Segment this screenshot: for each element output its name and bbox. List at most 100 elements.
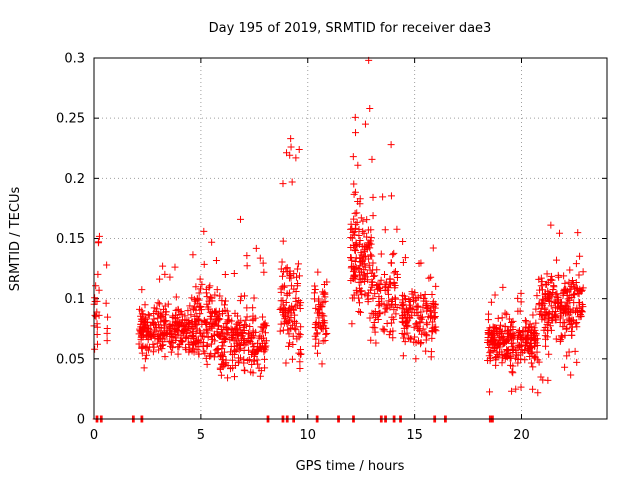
data-point xyxy=(350,215,358,223)
data-point xyxy=(517,383,525,391)
data-point xyxy=(158,345,166,353)
data-point xyxy=(415,260,423,268)
data-point xyxy=(349,153,357,161)
data-point xyxy=(246,323,254,331)
data-point xyxy=(204,333,212,341)
data-point xyxy=(498,314,506,322)
data-point xyxy=(276,327,284,335)
data-point xyxy=(223,330,231,338)
x-tick-label: 20 xyxy=(513,428,530,443)
data-point xyxy=(398,329,406,337)
data-point xyxy=(550,283,558,291)
data-point xyxy=(417,308,425,316)
data-point xyxy=(161,270,169,278)
data-point xyxy=(548,292,556,300)
data-point xyxy=(389,327,397,335)
data-point xyxy=(171,311,179,319)
data-point xyxy=(351,209,359,217)
data-point xyxy=(287,135,295,143)
y-tick-label: 0.25 xyxy=(56,112,85,127)
data-point xyxy=(242,316,250,324)
data-point xyxy=(288,178,296,186)
data-point xyxy=(556,229,564,237)
data-point xyxy=(278,258,286,266)
data-point xyxy=(319,319,327,327)
data-point xyxy=(566,321,574,329)
data-point xyxy=(197,285,205,293)
data-point xyxy=(568,276,576,284)
data-point xyxy=(138,349,146,357)
data-point xyxy=(184,307,192,315)
data-point xyxy=(219,352,227,360)
data-point xyxy=(311,342,319,350)
data-point xyxy=(183,329,191,337)
data-point xyxy=(150,315,158,323)
y-tick-label: 0.05 xyxy=(56,352,85,367)
data-point xyxy=(189,251,197,259)
data-point xyxy=(573,286,581,294)
data-point xyxy=(399,258,407,266)
data-point xyxy=(261,329,269,337)
data-point xyxy=(166,329,174,337)
data-point xyxy=(404,307,412,315)
data-point xyxy=(507,352,515,360)
data-point xyxy=(248,361,256,369)
data-point xyxy=(430,313,438,321)
data-point xyxy=(537,373,545,381)
data-point xyxy=(291,311,299,319)
data-point xyxy=(260,346,268,354)
data-point xyxy=(204,303,212,311)
data-point xyxy=(371,290,379,298)
data-point xyxy=(243,313,251,321)
data-point xyxy=(429,244,437,252)
data-point xyxy=(501,309,509,317)
data-point xyxy=(95,238,103,246)
data-point xyxy=(559,319,567,327)
data-point xyxy=(242,322,250,330)
data-point xyxy=(212,346,220,354)
data-point xyxy=(204,327,212,335)
data-point xyxy=(373,266,381,274)
data-point xyxy=(548,276,556,284)
data-point xyxy=(571,347,579,355)
data-point xyxy=(348,256,356,264)
data-point xyxy=(103,261,111,269)
data-point xyxy=(236,297,244,305)
data-point xyxy=(351,113,359,121)
data-point xyxy=(161,318,169,326)
data-point xyxy=(237,317,245,325)
data-point xyxy=(192,283,200,291)
data-point xyxy=(159,262,167,270)
data-point xyxy=(508,387,516,395)
data-point xyxy=(224,326,232,334)
data-point xyxy=(240,366,248,374)
data-point xyxy=(411,333,419,341)
data-point xyxy=(504,346,512,354)
data-point xyxy=(95,286,103,294)
data-point xyxy=(392,310,400,318)
data-point xyxy=(156,300,164,308)
data-point xyxy=(240,327,248,335)
data-point xyxy=(380,326,388,334)
data-point xyxy=(141,314,149,322)
data-point xyxy=(287,274,295,282)
data-point xyxy=(93,330,101,338)
data-point xyxy=(504,330,512,338)
x-axis-label: GPS time / hours xyxy=(296,459,405,474)
data-point xyxy=(367,286,375,294)
data-point xyxy=(94,270,102,278)
data-point xyxy=(231,309,239,317)
data-point xyxy=(485,344,493,352)
data-point xyxy=(567,317,575,325)
data-point xyxy=(390,315,398,323)
data-point xyxy=(393,225,401,233)
data-point xyxy=(417,339,425,347)
data-point xyxy=(368,155,376,163)
data-point xyxy=(567,371,575,379)
data-point xyxy=(245,346,253,354)
data-point xyxy=(277,288,285,296)
data-point xyxy=(291,324,299,332)
data-point xyxy=(289,332,297,340)
data-point xyxy=(492,356,500,364)
